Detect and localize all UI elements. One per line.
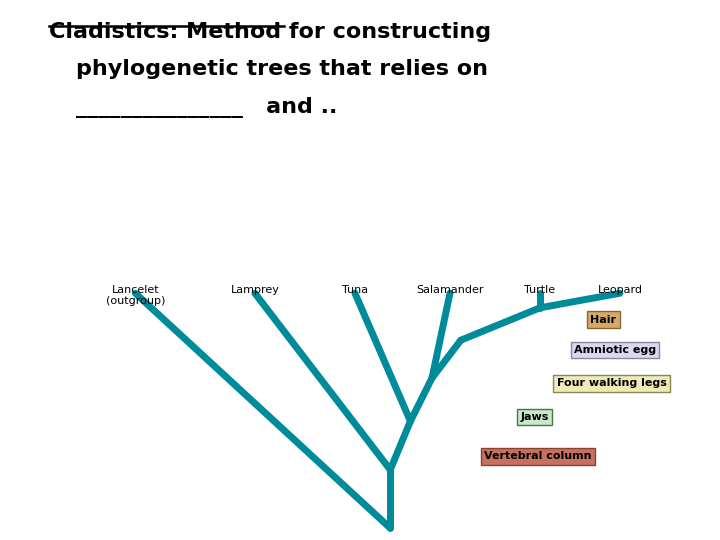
Text: Cladistics: Method for constructing: Cladistics: Method for constructing <box>49 22 491 42</box>
Text: Jaws: Jaws <box>521 412 549 422</box>
Text: Vertebral column: Vertebral column <box>484 451 591 461</box>
Text: Hair: Hair <box>590 315 616 325</box>
Text: Four walking legs: Four walking legs <box>557 379 667 388</box>
Text: Lancelet
(outgroup): Lancelet (outgroup) <box>106 285 165 306</box>
Text: Tuna: Tuna <box>342 285 368 295</box>
Text: _______________   and ..: _______________ and .. <box>76 97 337 118</box>
Text: phylogenetic trees that relies on: phylogenetic trees that relies on <box>76 59 487 79</box>
Text: Salamander: Salamander <box>416 285 484 295</box>
Text: Turtle: Turtle <box>524 285 556 295</box>
Text: Leopard: Leopard <box>598 285 642 295</box>
Text: Lamprey: Lamprey <box>230 285 279 295</box>
Text: Amniotic egg: Amniotic egg <box>574 345 656 355</box>
